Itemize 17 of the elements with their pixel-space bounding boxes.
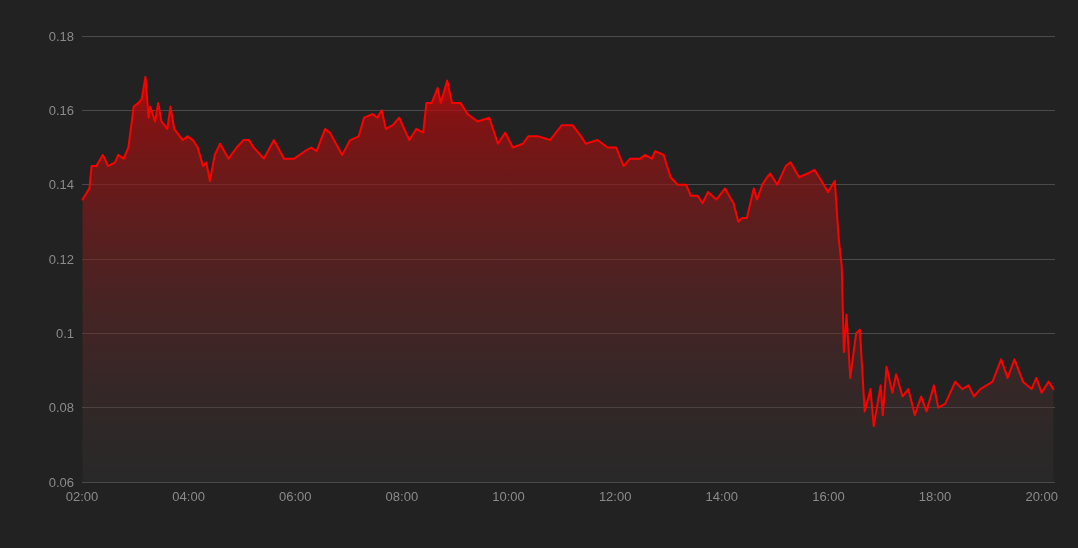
x-tick-label: 20:00 — [1025, 489, 1058, 504]
y-tick-label: 0.14 — [48, 177, 74, 193]
y-tick-label: 0.12 — [48, 251, 74, 267]
x-tick-label: 10:00 — [492, 489, 525, 504]
y-tick-label: 0.1 — [55, 325, 74, 341]
x-tick-label: 16:00 — [812, 489, 845, 504]
x-tick-label: 02:00 — [65, 489, 99, 504]
y-tick-label: 0.08 — [48, 400, 74, 416]
x-tick-label: 14:00 — [705, 489, 739, 504]
x-tick-label: 04:00 — [172, 489, 205, 504]
y-tick-label: 0.18 — [48, 28, 74, 44]
y-tick-label: 0.16 — [48, 102, 74, 118]
x-tick-label: 18:00 — [918, 489, 952, 504]
y-tick-label: 0.06 — [48, 474, 74, 490]
x-tick-label: 06:00 — [278, 489, 312, 504]
x-tick-label: 12:00 — [598, 489, 632, 504]
x-tick-label: 08:00 — [385, 489, 419, 504]
